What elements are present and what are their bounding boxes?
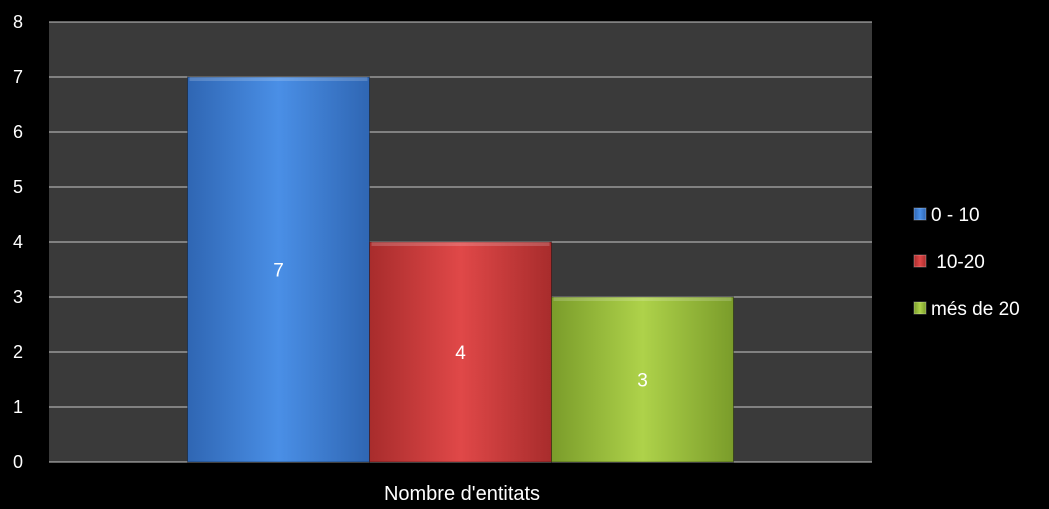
- legend: 0 - 10 10-20 més de 20: [913, 205, 1020, 320]
- y-tick-label-2: 2: [13, 342, 23, 362]
- data-label-2: 3: [637, 371, 648, 392]
- x-axis-title: Nombre d'entitats: [384, 483, 540, 505]
- y-tick-label-4: 4: [13, 232, 23, 252]
- bar-highlight-0: [189, 77, 368, 81]
- y-tick-label-6: 6: [13, 122, 23, 142]
- bar-més-de-20: [551, 296, 734, 463]
- legend-swatch-2: [913, 301, 927, 315]
- y-tick-label-8: 8: [13, 12, 23, 32]
- bar-0---10: [187, 76, 370, 463]
- legend-label-0: 0 - 10: [931, 205, 980, 226]
- y-tick-label-5: 5: [13, 177, 23, 197]
- y-tick-label-0: 0: [13, 452, 23, 472]
- legend-label-1: 10-20: [931, 252, 985, 273]
- legend-swatch-1: [913, 254, 927, 268]
- y-axis-ticks: 0 1 2 3 4 5 6 7 8: [13, 12, 23, 472]
- bar-highlight-2: [553, 297, 732, 301]
- y-tick-label-3: 3: [13, 287, 23, 307]
- y-tick-label-7: 7: [13, 67, 23, 87]
- bars: [187, 76, 734, 463]
- legend-swatch-0: [913, 207, 927, 221]
- data-label-1: 4: [455, 343, 466, 364]
- legend-label-2: més de 20: [931, 299, 1020, 320]
- bar-10-20: [369, 241, 552, 463]
- data-label-0: 7: [273, 261, 284, 282]
- y-tick-label-1: 1: [13, 397, 23, 417]
- bar-highlight-1: [371, 242, 550, 246]
- data-labels: 7 4 3: [273, 261, 648, 392]
